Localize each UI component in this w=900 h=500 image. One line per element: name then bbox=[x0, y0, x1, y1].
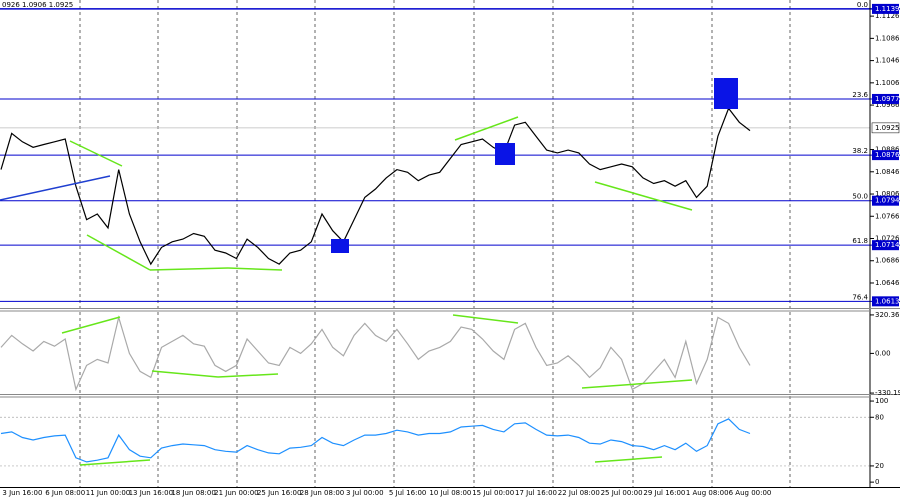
divergence-line bbox=[452, 314, 519, 324]
x-tick-label: 28 Jun 08:00 bbox=[300, 489, 344, 497]
fib-value-box bbox=[872, 195, 899, 206]
fib-value-label: 1.0876 bbox=[875, 151, 900, 159]
divergence-line bbox=[217, 373, 279, 378]
fib-value-box bbox=[872, 150, 899, 161]
fib-value-box bbox=[872, 93, 899, 104]
y-tick-label: 1.0806 bbox=[875, 190, 900, 198]
x-tick-label: 3 Jul 00:00 bbox=[346, 489, 384, 497]
current-price-box bbox=[871, 122, 900, 134]
divergence-line bbox=[594, 181, 693, 211]
divergence-line bbox=[69, 140, 123, 167]
divergence-line bbox=[594, 456, 663, 463]
y-tick-label: 320.3615 bbox=[875, 311, 900, 319]
fib-value-label: 1.0613 bbox=[875, 297, 900, 305]
x-tick-label: 18 Jun 08:00 bbox=[171, 489, 215, 497]
divergence-line bbox=[149, 267, 229, 271]
y-tick-label: 1.0766 bbox=[875, 212, 900, 220]
fib-value-label: 1.0714 bbox=[875, 241, 900, 249]
y-tick-label: 0.00 bbox=[875, 349, 891, 357]
fib-label: 50.0 bbox=[852, 193, 868, 201]
x-tick-label: 15 Jul 00:00 bbox=[472, 489, 514, 497]
divergence-line bbox=[151, 370, 219, 378]
y-tick-label: 1.0646 bbox=[875, 279, 900, 287]
x-tick-label: 6 Aug 00:00 bbox=[729, 489, 772, 497]
fib-value-box bbox=[872, 240, 899, 251]
series-line bbox=[0, 418, 751, 463]
series-line bbox=[0, 315, 751, 392]
y-tick-label: 1.0886 bbox=[875, 146, 900, 154]
divergence-line bbox=[581, 379, 693, 389]
y-tick-label: 1.1006 bbox=[875, 79, 900, 87]
fib-value-label: 1.0794 bbox=[875, 197, 900, 205]
divergence-line bbox=[79, 459, 151, 466]
signal-box bbox=[714, 78, 738, 109]
frame bbox=[0, 0, 900, 488]
fib-label: 76.4 bbox=[852, 293, 868, 301]
x-tick-label: 10 Jul 08:00 bbox=[429, 489, 471, 497]
fib-value-label: 1.0977 bbox=[875, 95, 900, 103]
y-tick-label: -330.193 bbox=[875, 389, 900, 397]
trend-line bbox=[0, 175, 111, 201]
fib-label: 0.0 bbox=[857, 1, 868, 9]
fib-value-box bbox=[872, 3, 899, 14]
fib-label: 61.8 bbox=[852, 237, 868, 245]
x-tick-label: 29 Jul 16:00 bbox=[643, 489, 685, 497]
y-tick-label: 1.0686 bbox=[875, 257, 900, 265]
annotations bbox=[0, 78, 738, 466]
x-tick-label: 21 Jun 00:00 bbox=[214, 489, 258, 497]
y-tick-label: 0 bbox=[875, 478, 879, 486]
y-tick-label: 1.0966 bbox=[875, 101, 900, 109]
y-tick-label: 1.0846 bbox=[875, 168, 900, 176]
fib-value-label: 1.1139 bbox=[875, 5, 900, 13]
divergence-line bbox=[86, 234, 151, 271]
x-tick-label: 17 Jul 16:00 bbox=[515, 489, 557, 497]
x-tick-label: 25 Jul 00:00 bbox=[601, 489, 643, 497]
x-tick-label: 25 Jun 16:00 bbox=[257, 489, 301, 497]
divergence-line bbox=[61, 316, 121, 334]
series-line bbox=[0, 107, 751, 266]
y-tick-label: 100 bbox=[875, 397, 888, 405]
x-tick-label: 1 Aug 08:00 bbox=[686, 489, 729, 497]
y-tick-label: 80 bbox=[875, 413, 884, 421]
x-tick-label: 22 Jul 08:00 bbox=[558, 489, 600, 497]
divergence-line bbox=[227, 267, 283, 271]
fib-label: 23.6 bbox=[852, 91, 868, 99]
x-tick-label: 6 Jun 08:00 bbox=[45, 489, 85, 497]
divergence-line bbox=[454, 116, 519, 141]
y-tick-label: 1.1046 bbox=[875, 57, 900, 65]
y-tick-label: 1.1086 bbox=[875, 34, 900, 42]
signal-box bbox=[495, 143, 515, 165]
x-tick-label: 5 Jul 16:00 bbox=[389, 489, 427, 497]
fib-value-box bbox=[872, 296, 899, 307]
plot-area bbox=[0, 8, 900, 467]
x-tick-label: 3 Jun 16:00 bbox=[2, 489, 42, 497]
y-tick-label: 1.1126 bbox=[875, 12, 900, 20]
header-text: 0926 1.0906 1.0925 bbox=[2, 1, 73, 9]
x-tick-label: 13 Jun 16:00 bbox=[129, 489, 173, 497]
current-price-label: 1.0925 bbox=[875, 124, 900, 132]
fib-label: 38.2 bbox=[852, 147, 868, 155]
y-tick-label: 1.0726 bbox=[875, 235, 900, 243]
y-tick-label: 20 bbox=[875, 462, 884, 470]
signal-box bbox=[331, 239, 349, 253]
x-tick-label: 11 Jun 00:00 bbox=[86, 489, 130, 497]
